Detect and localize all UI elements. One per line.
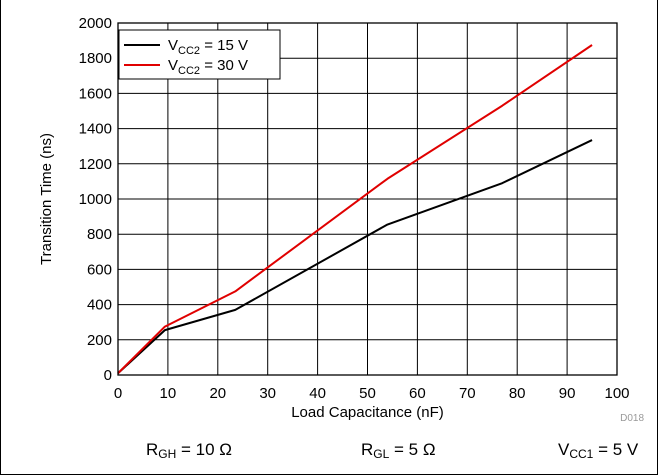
y-tick-label: 200	[87, 332, 112, 349]
y-tick-label: 600	[87, 261, 112, 278]
x-tick-label: 10	[160, 385, 177, 402]
y-tick-label: 0	[104, 367, 112, 384]
x-tick-labels: 0 10 20 30 40 50 60 70 80 90 100	[114, 385, 630, 402]
x-tick-label: 0	[114, 385, 122, 402]
x-tick-label: 20	[209, 385, 226, 402]
figure-id: D018	[620, 413, 644, 424]
y-tick-label: 1800	[79, 50, 112, 67]
x-tick-label: 90	[559, 385, 576, 402]
y-tick-label: 1000	[79, 191, 112, 208]
y-tick-label: 2000	[79, 15, 112, 32]
x-tick-label: 70	[459, 385, 476, 402]
y-tick-labels: 0 200 400 600 800 1000 1200 1400 1600 1800 2000	[79, 15, 112, 384]
x-tick-label: 100	[604, 385, 629, 402]
x-axis-label: Load Capacitance (nF)	[291, 404, 444, 421]
x-tick-label: 30	[259, 385, 276, 402]
x-tick-label: 50	[359, 385, 376, 402]
legend-label-1: VCC2 = 15 V	[168, 37, 248, 57]
x-tick-label: 60	[409, 385, 426, 402]
y-tick-label: 800	[87, 226, 112, 243]
y-tick-label: 1600	[79, 85, 112, 102]
series-lines	[117, 44, 593, 374]
x-tick-label: 80	[509, 385, 526, 402]
series-line-1	[117, 139, 593, 374]
condition-rgh: RGH = 10 Ω	[146, 440, 232, 461]
y-tick-label: 1400	[79, 121, 112, 138]
y-axis-label: Transition Time (ns)	[38, 133, 55, 265]
legend-box	[118, 29, 281, 80]
condition-vcc1: VCC1 = 5 V	[558, 440, 639, 461]
line-chart: 0 200 400 600 800 1000 1200 1400 1600 1800 2000 0 1…	[38, 15, 644, 424]
y-tick-label: 1200	[79, 156, 112, 173]
legend-label-2: VCC2 = 30 V	[168, 57, 248, 77]
plot-border	[117, 22, 618, 376]
condition-rgl: RGL = 5 Ω	[361, 440, 436, 461]
x-tick-label: 40	[309, 385, 326, 402]
series-line-2	[117, 44, 593, 374]
y-tick-label: 400	[87, 297, 112, 314]
